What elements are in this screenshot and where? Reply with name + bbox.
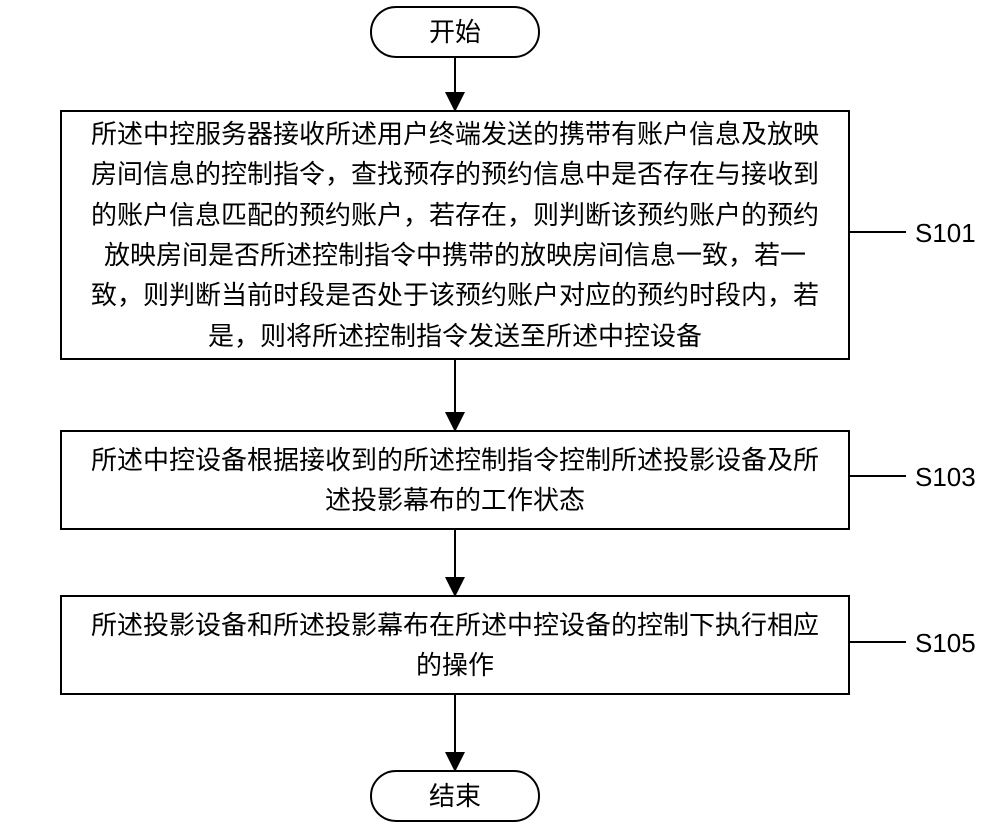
process-s101: 所述中控服务器接收所述用户终端发送的携带有账户信息及放映房间信息的控制指令，查找… — [60, 110, 850, 360]
process-s105-text: 所述投影设备和所述投影幕布在所述中控设备的控制下执行相应的操作 — [80, 605, 830, 686]
flowchart-canvas: 开始 所述中控服务器接收所述用户终端发送的携带有账户信息及放映房间信息的控制指令… — [0, 0, 1000, 837]
process-s103: 所述中控设备根据接收到的所述控制指令控制所述投影设备及所述投影幕布的工作状态 — [60, 430, 850, 530]
step-label-s103: S103 — [915, 462, 976, 493]
step-label-s101: S101 — [915, 218, 976, 249]
start-terminator: 开始 — [370, 6, 540, 58]
end-terminator: 结束 — [370, 770, 540, 822]
process-s101-text: 所述中控服务器接收所述用户终端发送的携带有账户信息及放映房间信息的控制指令，查找… — [80, 114, 830, 356]
start-label: 开始 — [429, 12, 481, 52]
step-label-s105: S105 — [915, 628, 976, 659]
process-s105: 所述投影设备和所述投影幕布在所述中控设备的控制下执行相应的操作 — [60, 595, 850, 695]
process-s103-text: 所述中控设备根据接收到的所述控制指令控制所述投影设备及所述投影幕布的工作状态 — [80, 440, 830, 521]
end-label: 结束 — [429, 776, 481, 816]
